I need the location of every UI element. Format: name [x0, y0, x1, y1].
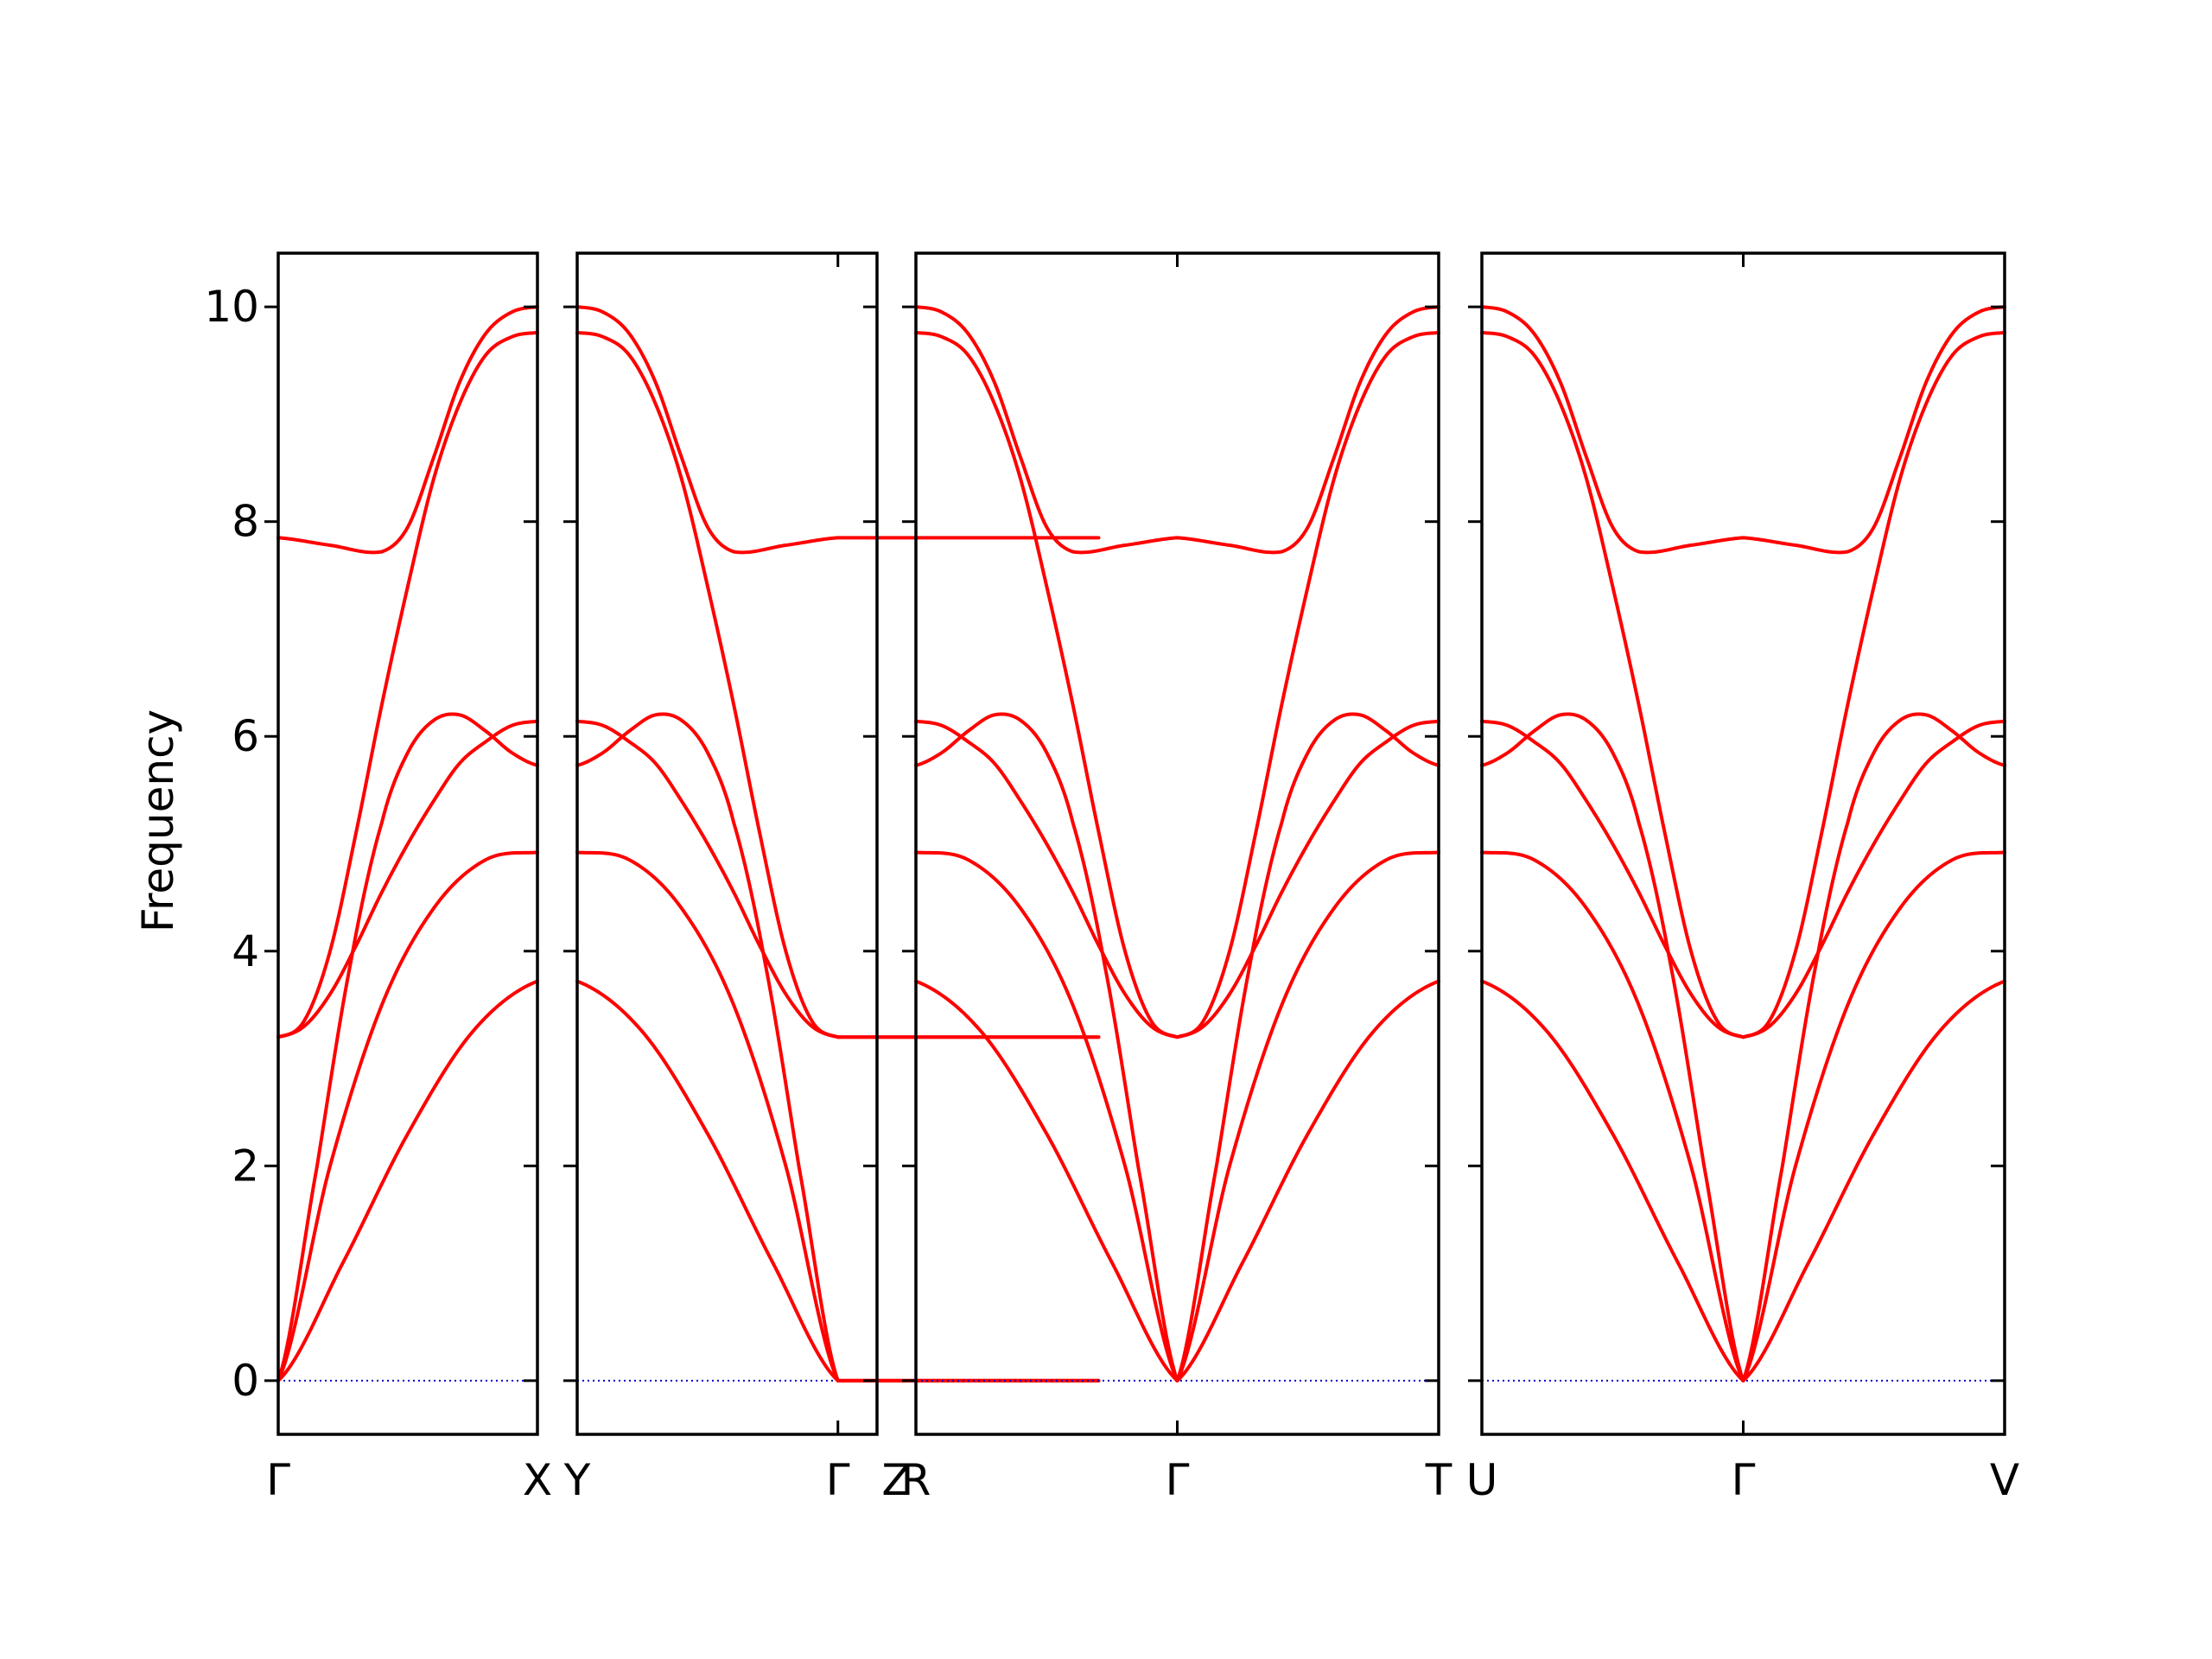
y-tick-label: 10 [204, 282, 259, 332]
band-line-6 [914, 305, 1179, 555]
band-line-3 [1480, 712, 1745, 1382]
band-line-2 [575, 850, 840, 1382]
x-tick-label: X [523, 1455, 552, 1505]
band-line-1 [575, 979, 840, 1382]
band-line-3 [1741, 712, 2006, 1382]
panel-frame [914, 251, 1440, 1436]
y-axis-tick-labels: 0 2 4 6 8 10 [204, 282, 259, 1406]
panel-frame [1480, 251, 2006, 1436]
band-line-6 [276, 305, 539, 555]
band-line-5 [1741, 330, 2006, 1039]
band-line-4 [1741, 719, 2006, 1039]
band-line-4 [1480, 719, 1745, 1039]
panel-frame [575, 251, 879, 1436]
x-tick-label: R [901, 1455, 931, 1505]
x-tick-label: Γ [1732, 1455, 1756, 1505]
band-line-2 [1741, 850, 2006, 1382]
band-line-3 [914, 712, 1179, 1382]
band-line-5 [575, 330, 840, 1039]
band-line-5 [1480, 330, 1745, 1039]
between-panel-labels: Z [881, 1455, 911, 1505]
y-tick-label: 4 [232, 926, 259, 976]
band-line-4 [1175, 719, 1440, 1039]
y-tick-label: 8 [232, 497, 259, 547]
band-line-2 [276, 850, 539, 1382]
band-line-5 [914, 330, 1179, 1039]
band-line-4 [276, 719, 539, 1039]
band-line-1 [276, 979, 539, 1382]
band-line-3 [1175, 712, 1440, 1382]
segment-R-G [914, 305, 1179, 1382]
band-line-1 [1175, 979, 1440, 1382]
x-tick-label: U [1466, 1455, 1498, 1505]
x-tick-label: Z [881, 1455, 911, 1505]
x-tick-label: Γ [826, 1455, 850, 1505]
band-line-4 [914, 719, 1179, 1039]
y-tick-label: 2 [232, 1141, 259, 1191]
band-line-5 [276, 330, 539, 1039]
band-line-1 [1480, 979, 1745, 1382]
band-line-6 [575, 305, 840, 555]
band-line-2 [1480, 850, 1745, 1382]
panel-frame [276, 251, 539, 1436]
band-line-4 [575, 719, 840, 1039]
segment-G-V [1741, 305, 2006, 1382]
x-tick-label: Γ [1166, 1455, 1190, 1505]
x-tick-label: V [1990, 1455, 2019, 1505]
x-tick-label: Y [563, 1455, 591, 1505]
segment-Y-G [575, 305, 840, 1382]
band-line-3 [575, 712, 840, 1382]
band-line-2 [914, 850, 1179, 1382]
y-tick-label: 0 [232, 1356, 259, 1406]
band-line-1 [1741, 979, 2006, 1382]
segment-G-X [276, 305, 539, 1382]
x-tick-label: Γ [266, 1455, 290, 1505]
y-axis-title: Frequency [133, 709, 183, 932]
band-line-6 [1480, 305, 1745, 555]
segment-U-G [1480, 305, 1745, 1382]
band-line-5 [1175, 330, 1440, 1039]
y-tick-label: 6 [232, 711, 259, 761]
band-line-3 [276, 712, 539, 1382]
band-line-6 [1175, 305, 1440, 555]
band-line-2 [1175, 850, 1440, 1382]
band-line-1 [914, 979, 1179, 1382]
x-tick-label: T [1425, 1455, 1452, 1505]
band-line-6 [1741, 305, 2006, 555]
segment-G-T [1175, 305, 1440, 1382]
